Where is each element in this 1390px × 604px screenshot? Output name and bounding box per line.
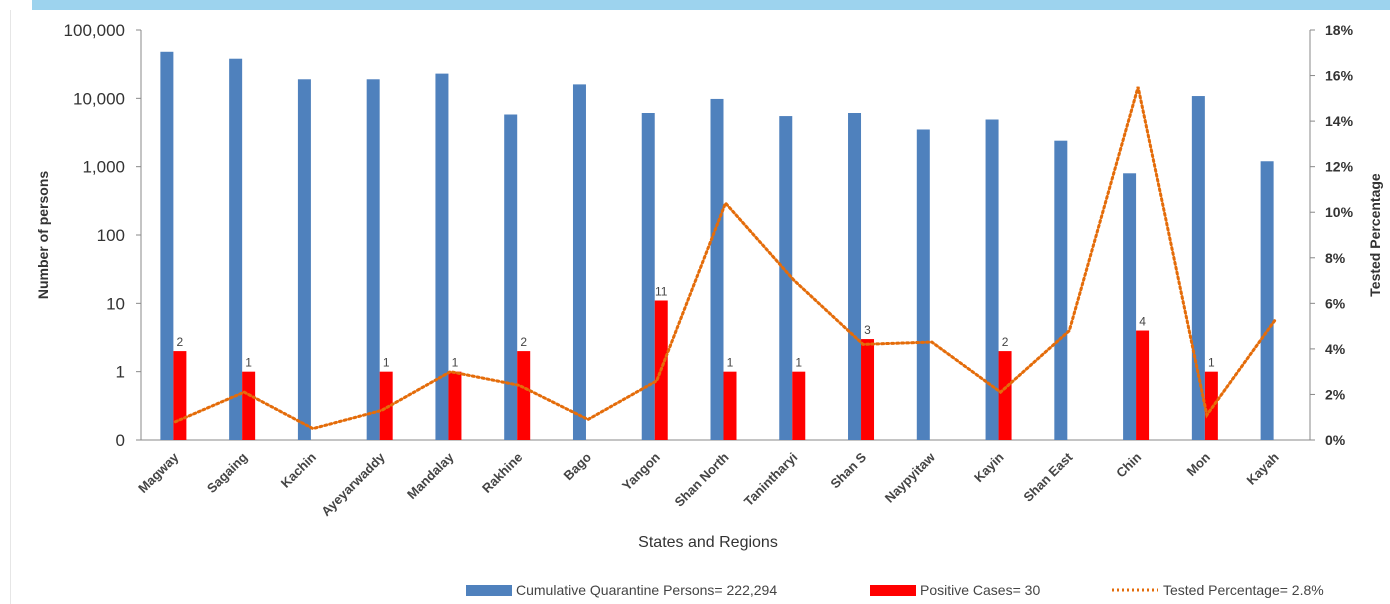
quarantine-bar <box>229 58 243 441</box>
positive-bar <box>1136 330 1150 440</box>
quarantine-bar <box>779 116 793 440</box>
y2-tick-label: 8% <box>1325 250 1346 266</box>
quarantine-bar <box>366 79 380 441</box>
positive-bar <box>1204 371 1218 440</box>
y-tick-label: 100 <box>97 226 125 245</box>
positive-bar <box>242 371 256 440</box>
positive-bar <box>861 339 875 440</box>
x-category-label: Tanintharyi <box>741 450 800 509</box>
legend-swatch-quarantine <box>466 585 512 596</box>
left-border-line <box>10 10 11 604</box>
y-tick-label: 10,000 <box>73 89 125 108</box>
y2-tick-label: 12% <box>1325 159 1354 175</box>
x-category-label: Sagaing <box>204 449 250 495</box>
positive-bar <box>517 351 531 440</box>
quarantine-bar <box>1260 161 1274 440</box>
positive-bar <box>173 351 187 440</box>
positive-data-label: 11 <box>655 285 668 299</box>
y-axis-title: Number of persons <box>35 171 51 300</box>
quarantine-bar <box>1054 140 1068 441</box>
quarantine-bar <box>916 129 930 440</box>
positive-data-label: 1 <box>383 356 390 370</box>
x-category-label: Yangon <box>619 449 663 493</box>
x-category-label: Naypyitaw <box>882 449 939 506</box>
quarantine-bar <box>1123 173 1137 440</box>
positive-bar <box>723 371 737 440</box>
y2-tick-label: 18% <box>1325 22 1354 38</box>
positive-bar <box>379 371 393 440</box>
positive-data-label: 3 <box>864 323 871 337</box>
quarantine-bar <box>1191 96 1205 440</box>
y2-tick-label: 16% <box>1325 68 1354 84</box>
positive-data-label: 4 <box>1139 315 1146 329</box>
x-category-label: Shan S <box>827 449 869 491</box>
quarantine-bars <box>160 51 1274 441</box>
y2-tick-label: 10% <box>1325 204 1354 220</box>
positive-data-label: 2 <box>1002 335 1009 349</box>
positive-bar <box>448 371 462 440</box>
y2-axis-title: Tested Percentage <box>1367 173 1383 297</box>
y2-tick-label: 14% <box>1325 113 1354 129</box>
y2-tick-label: 0% <box>1325 432 1346 448</box>
quarantine-bar <box>435 73 449 440</box>
legend: Cumulative Quarantine Persons= 222,294 P… <box>466 582 1324 598</box>
legend-label-quarantine: Cumulative Quarantine Persons= 222,294 <box>516 582 777 598</box>
positive-data-label: 1 <box>727 356 734 370</box>
x-category-label: Magway <box>135 449 182 496</box>
x-category-label: Shan North <box>671 449 731 509</box>
quarantine-bar <box>297 79 311 441</box>
positive-bars <box>173 300 1218 440</box>
tested-percentage-line <box>173 86 1278 431</box>
y-tick-label: 0 <box>116 431 125 450</box>
positive-data-label: 1 <box>452 356 459 370</box>
top-accent-bar <box>32 0 1390 10</box>
x-category-label: Mon <box>1183 449 1213 479</box>
quarantine-bar <box>160 51 174 440</box>
positive-bar <box>998 351 1012 440</box>
y2-tick-labels: 18% 16% 14% 12% 10% 8% 6% 4% 2% 0% <box>1310 22 1354 448</box>
x-category-label: Rakhine <box>479 450 525 496</box>
y-tick-label: 100,000 <box>64 21 125 40</box>
y2-tick-label: 6% <box>1325 295 1346 311</box>
x-category-label: Kachin <box>278 449 319 490</box>
x-category-label: Shan East <box>1020 449 1076 505</box>
legend-label-tested: Tested Percentage= 2.8% <box>1163 582 1324 598</box>
positive-data-label: 1 <box>795 356 802 370</box>
quarantine-bar <box>572 84 586 440</box>
x-category-label: Bago <box>561 449 595 483</box>
y-tick-label: 10 <box>106 294 125 313</box>
x-category-label: Ayeyarwaddy <box>318 449 388 519</box>
x-category-label: Chin <box>1113 449 1144 480</box>
quarantine-bar <box>641 113 655 440</box>
positive-data-label: 1 <box>245 356 252 370</box>
quarantine-bar <box>710 98 724 440</box>
quarantine-bar <box>504 114 518 440</box>
quarantine-bar <box>985 119 999 440</box>
legend-swatch-positive <box>870 585 916 596</box>
legend-label-positive: Positive Cases= 30 <box>920 582 1040 598</box>
quarantine-bar <box>848 113 862 440</box>
y2-tick-label: 4% <box>1325 341 1346 357</box>
y2-tick-label: 2% <box>1325 386 1346 402</box>
positive-data-label: 1 <box>1208 356 1215 370</box>
x-category-label: Kayin <box>971 449 1007 485</box>
x-category-label: Kayah <box>1244 449 1282 487</box>
positive-bar <box>792 371 806 440</box>
x-axis-title: States and Regions <box>638 534 778 551</box>
positive-data-label: 2 <box>520 335 527 349</box>
x-category-labels: Magway Sagaing Kachin Ayeyarwaddy Mandalay Ra… <box>135 449 1282 519</box>
x-category-label: Mandalay <box>404 449 457 502</box>
y-tick-label: 1,000 <box>82 158 125 177</box>
y-tick-label: 1 <box>116 363 125 382</box>
positive-data-label: 2 <box>177 335 184 349</box>
